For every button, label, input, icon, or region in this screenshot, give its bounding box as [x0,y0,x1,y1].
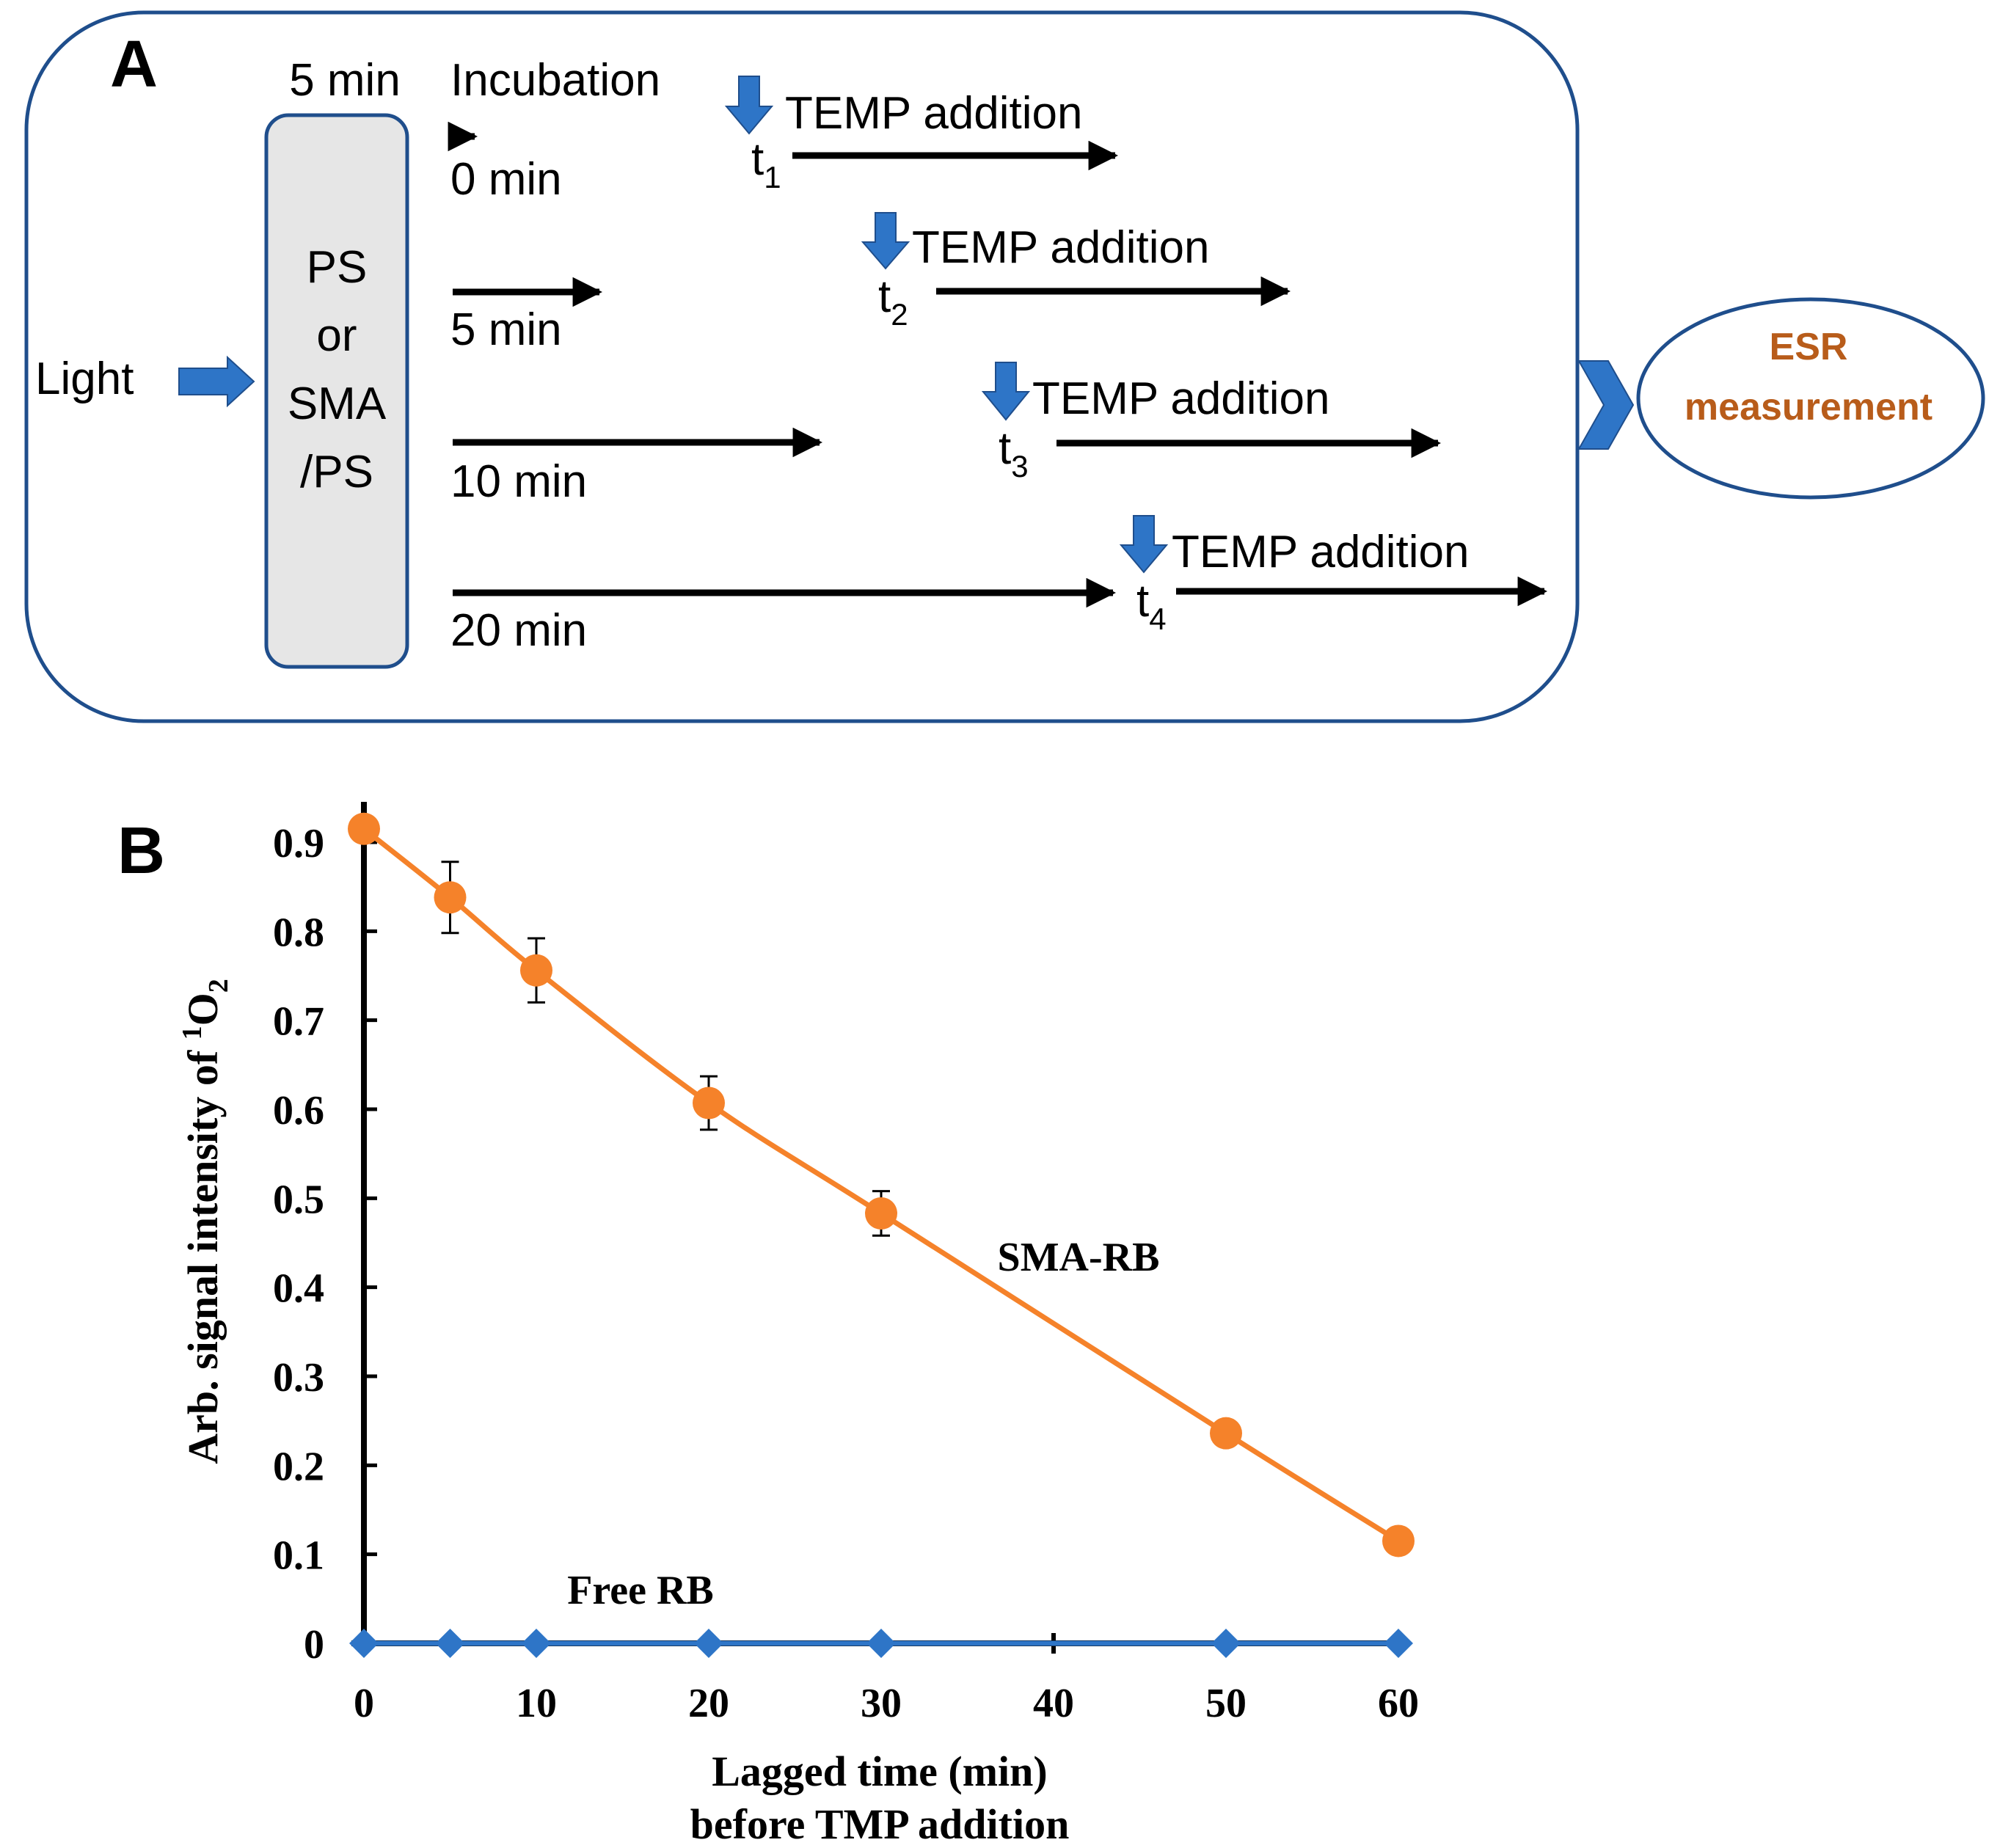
data-point-sma-rb [348,812,380,845]
temp-addition-label-1: TEMP addition [785,88,1083,139]
y-axis-title-species: O [179,993,227,1026]
data-point-sma-rb [1210,1417,1242,1450]
temp-arrow-icon-2 [861,212,910,270]
panel-a-label: A [110,28,158,101]
x-tick-label: 20 [688,1681,729,1726]
data-point-sma-rb [520,954,552,987]
time-point-1: t1 [751,134,781,194]
data-point-free-rb [435,1629,465,1658]
chart: 0 0.1 0.2 0.3 0.4 0.5 0.6 0.7 0.8 0.9 0 10 20 30 40 50… [177,802,1419,1848]
incubation-row-1: 0 min TEMP addition t1 [448,76,1119,205]
esr-ellipse [1636,297,1985,500]
temp-addition-label-4: TEMP addition [1172,527,1470,577]
time-index-4: 4 [1149,602,1166,636]
data-point-free-rb [349,1629,379,1658]
series-line-sma-rb [362,827,1400,1544]
esr-label-line-1: ESR [1770,326,1848,368]
time-index-1: 1 [764,160,781,194]
y-tick-label: 0.8 [273,910,324,955]
y-axis-title-sub: 2 [203,979,234,993]
incubation-row-4: 20 min TEMP addition t4 [450,515,1548,656]
sample-line-3: SMA [288,379,387,429]
sample-line-4: /PS [300,447,373,497]
x-tick-label: 60 [1378,1681,1419,1726]
y-axis-title-sup: 1 [177,1026,208,1040]
time-symbol-3: t [999,423,1011,474]
series-label-free-rb: Free RB [567,1568,714,1613]
data-point-free-rb [694,1629,723,1658]
time-index-3: 3 [1011,449,1028,483]
x-tick-label: 40 [1033,1681,1074,1726]
incubation-label-1: 0 min [450,154,562,205]
incubation-label-4: 20 min [450,605,587,656]
x-tick-label: 10 [516,1681,557,1726]
series-layer [348,812,1415,1658]
y-tick-label: 0.4 [273,1266,324,1312]
y-tick-label: 0.6 [273,1088,324,1133]
y-tick-label: 0.9 [273,821,324,866]
incubation-header: Incubation [450,55,660,106]
x-ticks: 0 10 20 30 40 50 60 [354,1633,1419,1726]
incubation-label-2: 5 min [450,304,562,355]
esr-label-line-2: measurement [1685,386,1933,428]
panel-a: A Light 5 min PS or SMA /PS Incubation 0… [24,10,1985,723]
time-index-2: 2 [891,297,908,332]
y-ticks: 0 0.1 0.2 0.3 0.4 0.5 0.6 0.7 0.8 0.9 [273,821,377,1668]
data-point-free-rb [1384,1629,1413,1658]
y-tick-label: 0.7 [273,999,324,1045]
panel-b: B 0 0.1 0.2 0.3 0.4 0.5 0.6 0.7 0.8 0.9 0 10 20 30 40… [117,802,1419,1848]
data-point-free-rb [522,1629,551,1658]
y-tick-label: 0 [304,1622,324,1668]
incubation-row-2: 5 min TEMP addition t2 [450,212,1291,355]
output-chevron-icon [1577,360,1635,450]
time-point-2: t2 [878,271,908,332]
temp-addition-label-3: TEMP addition [1032,373,1330,424]
panel-b-label: B [117,814,165,888]
y-tick-label: 0.2 [273,1444,324,1489]
y-tick-label: 0.5 [273,1177,324,1222]
sample-line-2: or [316,310,357,361]
sample-line-1: PS [307,242,368,293]
time-symbol-4: t [1136,576,1149,627]
data-point-free-rb [866,1629,896,1658]
time-symbol-2: t [878,271,891,322]
y-tick-label: 0.1 [273,1533,324,1579]
data-point-sma-rb [865,1197,897,1230]
x-tick-label: 50 [1205,1681,1247,1726]
x-axis-title-line-2: before TMP addition [690,1800,1070,1848]
data-point-sma-rb [434,881,467,914]
temp-addition-label-2: TEMP addition [912,222,1210,273]
incubation-row-3: 10 min TEMP addition t3 [450,362,1442,507]
y-axis-title-prefix: Arb. signal intensity of [179,1040,227,1464]
y-tick-label: 0.3 [273,1355,324,1400]
time-symbol-1: t [751,134,764,185]
sample-duration: 5 min [289,55,401,106]
sample-box [264,113,409,669]
x-axis-title: Lagged time (min) [712,1747,1048,1795]
temp-arrow-icon-4 [1119,515,1169,574]
time-point-4: t4 [1136,576,1167,636]
data-point-sma-rb [1382,1524,1415,1557]
x-tick-label: 0 [354,1681,374,1726]
temp-arrow-icon-1 [724,76,774,135]
x-tick-label: 30 [861,1681,902,1726]
time-point-3: t3 [999,423,1029,483]
data-point-sma-rb [693,1086,725,1120]
incubation-label-3: 10 min [450,456,587,507]
temp-arrow-icon-3 [981,362,1031,421]
panel-a-frame [24,10,1580,723]
light-label: Light [35,354,134,404]
data-point-free-rb [1211,1629,1241,1658]
series-label-sma-rb: SMA-RB [998,1235,1160,1280]
y-axis-title: Arb. signal intensity of 1O2 [177,979,234,1464]
light-arrow-icon [178,355,255,408]
